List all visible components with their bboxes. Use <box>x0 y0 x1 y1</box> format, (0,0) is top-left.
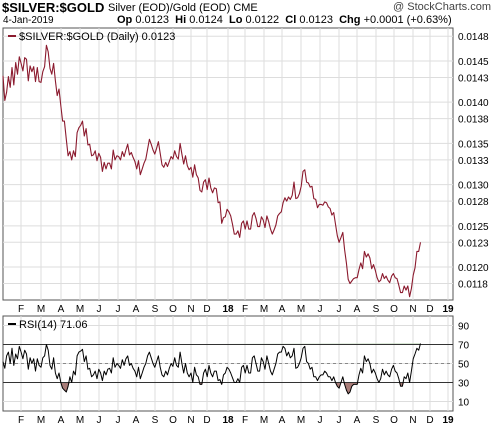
price-series-line <box>2 44 422 298</box>
rsi-x-tick-label: S <box>152 415 159 426</box>
rsi-x-tick-label: A <box>58 415 65 426</box>
rsi-x-tick-label: S <box>373 415 380 426</box>
price-x-tick-label: N <box>409 304 416 315</box>
rsi-x-tick-label: F <box>18 415 24 426</box>
description-text: Silver (EOD)/Gold (EOD) <box>108 2 231 14</box>
change-value: +0.0001 (+0.63%) <box>363 14 452 26</box>
rsi-x-tick-label: J <box>97 415 102 426</box>
price-y-tick-label: 0.0148 <box>458 32 489 43</box>
rsi-x-tick-label: M <box>76 415 84 426</box>
price-x-tick-label: N <box>187 304 194 315</box>
price-y-tick-label: 0.0133 <box>458 156 489 167</box>
rsi-x-tick-label: A <box>279 415 286 426</box>
price-y-tick-label: 0.0120 <box>458 263 489 274</box>
price-y-tick-label: 0.0135 <box>458 139 489 150</box>
close-value: 0.0123 <box>299 14 333 26</box>
rsi-x-tick-label: N <box>409 415 416 426</box>
price-x-tick-label: M <box>297 304 305 315</box>
rsi-y-tick-label: 30 <box>458 379 470 390</box>
open-label: Op <box>117 14 133 26</box>
rsi-x-tick-label: M <box>260 415 268 426</box>
price-x-tick-label: M <box>260 304 268 315</box>
high-label: Hi <box>175 14 187 26</box>
price-x-tick-label: J <box>116 304 121 315</box>
price-x-tick-label: A <box>133 304 140 315</box>
price-x-tick-label: 19 <box>442 304 454 315</box>
open-value: 0.0123 <box>135 14 169 26</box>
price-y-tick-label: 0.0125 <box>458 222 489 233</box>
change-label: Chg <box>339 14 361 26</box>
rsi-y-tick-label: 10 <box>458 398 470 409</box>
price-x-tick-label: J <box>318 304 323 315</box>
rsi-x-tick-label: A <box>354 415 361 426</box>
price-x-tick-label: M <box>76 304 84 315</box>
rsi-x-tick-label: J <box>318 415 323 426</box>
price-x-tick-label: J <box>337 304 342 315</box>
exchange-text: CME <box>233 2 258 14</box>
price-legend: $SILVER:$GOLD (Daily) 0.0123 <box>8 31 175 43</box>
price-x-tick-label: O <box>169 304 177 315</box>
chart-symbol: $SILVER:$GOLD <box>2 0 105 15</box>
price-y-tick-label: 0.0118 <box>458 280 488 291</box>
rsi-x-tick-label: M <box>37 415 45 426</box>
low-value: 0.0122 <box>245 14 280 26</box>
rsi-x-tick-label: A <box>133 415 140 426</box>
price-y-tick-label: 0.0143 <box>458 73 489 84</box>
rsi-x-tick-label: F <box>242 415 248 426</box>
price-x-tick-label: S <box>373 304 380 315</box>
price-x-tick-label: F <box>18 304 24 315</box>
price-y-tick-label: 0.0123 <box>458 238 489 249</box>
rsi-legend: RSI(14) 71.06 <box>8 319 87 331</box>
price-legend-text: $SILVER:$GOLD (Daily) 0.0123 <box>19 31 175 43</box>
rsi-x-tick-label: M <box>297 415 305 426</box>
price-x-tick-label: J <box>97 304 102 315</box>
rsi-y-tick-label: 50 <box>458 360 470 371</box>
price-x-tick-label: A <box>58 304 65 315</box>
rsi-x-tick-label: J <box>116 415 121 426</box>
price-x-tick-label: 18 <box>222 304 234 315</box>
chart-description: Silver (EOD)/Gold (EOD) CME <box>108 2 258 14</box>
rsi-x-tick-label: N <box>187 415 194 426</box>
price-x-tick-label: D <box>426 304 433 315</box>
price-x-tick-label: M <box>37 304 45 315</box>
price-x-tick-label: O <box>390 304 398 315</box>
rsi-x-tick-label: O <box>390 415 398 426</box>
price-y-tick-label: 0.0145 <box>458 57 489 68</box>
rsi-y-tick-label: 90 <box>458 322 470 333</box>
rsi-y-tick-label: 70 <box>458 341 470 352</box>
price-y-tick-label: 0.0128 <box>458 197 489 208</box>
close-label: Cl <box>285 14 297 26</box>
price-x-tick-label: F <box>242 304 248 315</box>
price-x-tick-label: D <box>203 304 210 315</box>
rsi-legend-text: RSI(14) 71.06 <box>19 319 87 331</box>
rsi-series-line <box>2 343 421 395</box>
high-value: 0.0124 <box>189 14 223 26</box>
rsi-x-tick-label: 19 <box>442 415 454 426</box>
chart-date: 4-Jan-2019 <box>3 15 54 26</box>
price-x-tick-label: A <box>279 304 286 315</box>
price-y-tick-label: 0.0140 <box>458 98 489 109</box>
rsi-x-tick-label: J <box>337 415 342 426</box>
price-y-tick-label: 0.0138 <box>458 115 489 126</box>
stockcharts-watermark[interactable]: @ StockCharts.com <box>393 1 491 13</box>
rsi-x-tick-label: O <box>169 415 177 426</box>
price-y-tick-label: 0.0130 <box>458 181 489 192</box>
rsi-x-tick-label: D <box>426 415 433 426</box>
rsi-x-tick-label: 18 <box>222 415 234 426</box>
rsi-x-tick-label: D <box>203 415 210 426</box>
price-x-tick-label: A <box>354 304 361 315</box>
low-label: Lo <box>228 14 243 26</box>
price-x-tick-label: S <box>152 304 159 315</box>
ohlc-readout: Op 0.0123 Hi 0.0124 Lo 0.0122 Cl 0.0123 … <box>117 14 452 26</box>
